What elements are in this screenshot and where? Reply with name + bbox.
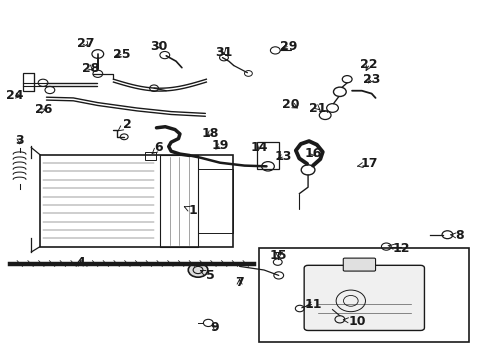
Text: 27: 27 (77, 37, 94, 50)
Text: 1: 1 (184, 204, 197, 217)
Text: 28: 28 (81, 62, 99, 75)
Bar (40, 155, 233, 247)
Text: 5: 5 (200, 269, 214, 282)
Text: 31: 31 (215, 46, 232, 59)
Text: 24: 24 (6, 89, 23, 102)
Text: 14: 14 (250, 141, 267, 154)
Text: 8: 8 (450, 229, 463, 242)
Text: 3: 3 (15, 134, 24, 147)
Text: 26: 26 (35, 103, 53, 116)
Bar (259, 248, 468, 342)
Text: 7: 7 (235, 276, 244, 289)
Bar (256, 142, 278, 169)
Text: 2: 2 (118, 118, 131, 131)
Text: 13: 13 (274, 150, 292, 163)
Text: 25: 25 (113, 48, 131, 60)
Circle shape (188, 263, 207, 277)
Text: 15: 15 (269, 249, 287, 262)
Bar (198, 168, 233, 233)
Text: 21: 21 (308, 102, 326, 114)
Text: 19: 19 (211, 139, 228, 152)
Text: 29: 29 (279, 40, 297, 53)
Text: 18: 18 (201, 127, 219, 140)
Text: 4: 4 (76, 256, 85, 269)
Text: 30: 30 (150, 40, 167, 53)
Text: 16: 16 (304, 147, 321, 159)
Text: 12: 12 (387, 242, 409, 255)
Text: 9: 9 (210, 321, 219, 334)
Bar (160, 155, 198, 247)
Text: 23: 23 (362, 73, 380, 86)
Bar (23, 73, 34, 91)
Text: 22: 22 (360, 58, 377, 71)
Text: 6: 6 (151, 141, 163, 154)
FancyBboxPatch shape (304, 265, 424, 330)
Text: 10: 10 (343, 315, 365, 328)
FancyBboxPatch shape (343, 258, 375, 271)
Bar (144, 152, 156, 160)
Text: 17: 17 (357, 157, 377, 170)
Text: 20: 20 (282, 98, 299, 111)
Text: 11: 11 (304, 298, 321, 311)
